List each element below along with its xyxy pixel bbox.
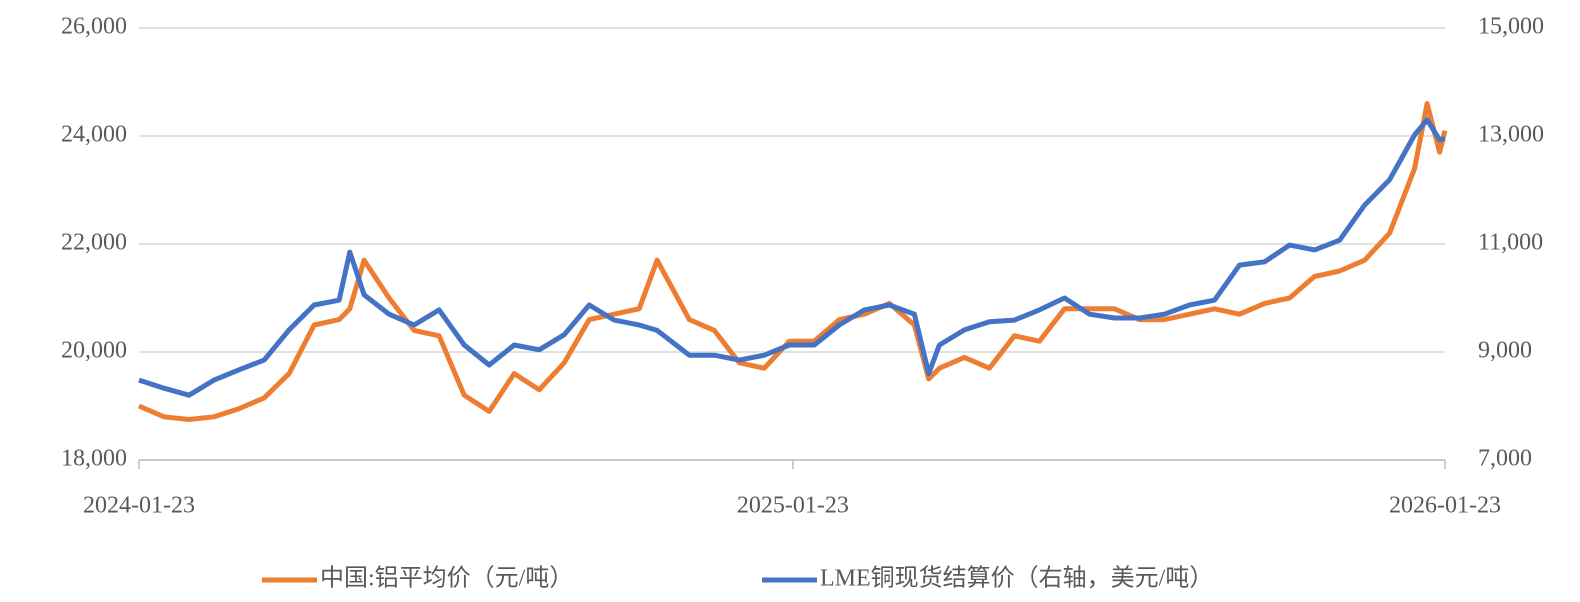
y2-tick-label: 7,000 xyxy=(1478,446,1532,472)
y-tick-label: 26,000 xyxy=(61,14,127,40)
y2-tick-label: 11,000 xyxy=(1478,230,1543,256)
series-line xyxy=(138,117,1446,398)
series-line xyxy=(138,101,1448,422)
y-tick-label: 22,000 xyxy=(61,230,127,256)
legend-label: 中国:铝平均价（元/吨） xyxy=(320,565,573,592)
y-tick-label: 20,000 xyxy=(61,338,127,364)
legend-label: LME铜现货结算价（右轴，美元/吨） xyxy=(820,565,1213,592)
y-tick-label: 24,000 xyxy=(61,122,127,148)
y2-tick-label: 13,000 xyxy=(1478,122,1544,148)
x-tick-label: 2026-01-23 xyxy=(1389,493,1501,519)
y2-tick-label: 9,000 xyxy=(1478,338,1532,364)
y2-tick-label: 15,000 xyxy=(1478,14,1544,40)
y-tick-label: 18,000 xyxy=(61,446,127,472)
x-tick-label: 2024-01-23 xyxy=(83,493,195,519)
x-tick-label: 2025-01-23 xyxy=(737,493,849,519)
